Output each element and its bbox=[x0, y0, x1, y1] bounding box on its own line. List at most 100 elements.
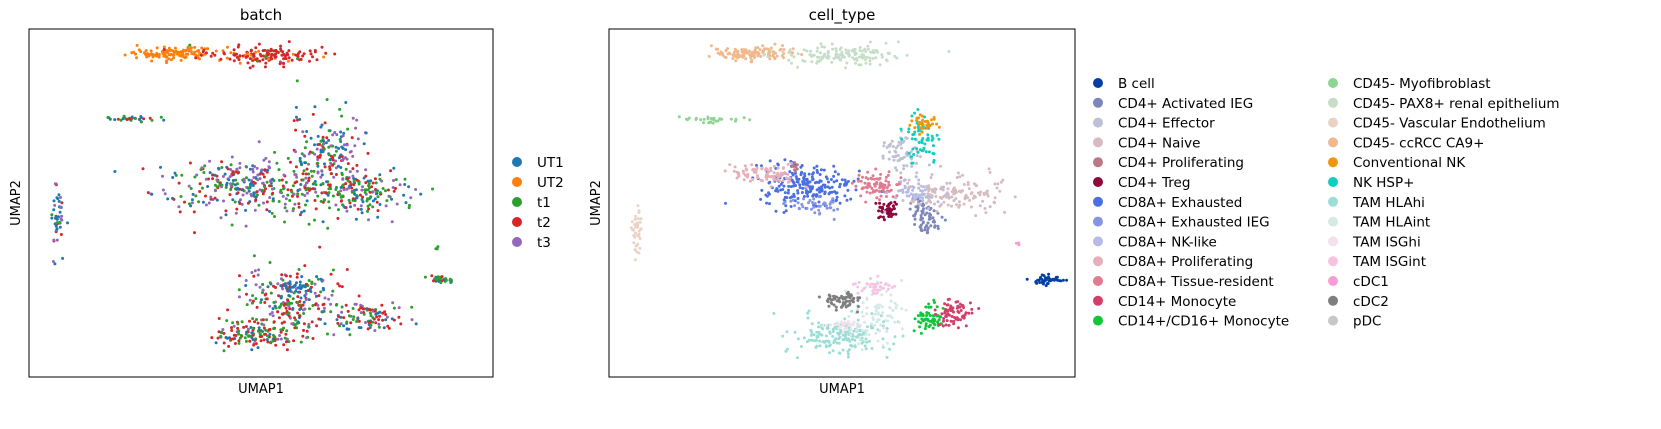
scatter-point bbox=[926, 231, 930, 235]
scatter-point bbox=[870, 347, 874, 350]
scatter-point bbox=[180, 173, 184, 177]
scatter-point bbox=[767, 49, 771, 52]
legend-marker bbox=[1328, 295, 1338, 306]
scatter-point bbox=[835, 179, 839, 183]
scatter-point bbox=[322, 139, 325, 143]
scatter-point bbox=[940, 215, 944, 219]
scatter-point bbox=[319, 148, 323, 152]
scatter-point bbox=[142, 51, 146, 55]
scatter-point bbox=[221, 175, 225, 178]
scatter-point bbox=[348, 201, 352, 205]
scatter-point bbox=[993, 196, 997, 200]
scatter-point bbox=[762, 53, 766, 57]
scatter-point bbox=[812, 339, 816, 343]
scatter-point bbox=[294, 287, 298, 291]
scatter-point bbox=[285, 309, 289, 313]
scatter-point bbox=[924, 185, 928, 189]
scatter-point bbox=[781, 50, 785, 54]
scatter-point bbox=[815, 334, 819, 338]
scatter-point bbox=[385, 315, 389, 319]
scatter-point bbox=[957, 200, 961, 204]
scatter-point bbox=[316, 170, 320, 174]
scatter-point bbox=[230, 326, 233, 330]
scatter-point bbox=[263, 168, 267, 172]
scatter-point bbox=[925, 224, 928, 228]
scatter-point bbox=[868, 56, 872, 60]
scatter-point bbox=[873, 323, 877, 327]
scatter-point bbox=[247, 178, 251, 182]
scatter-point bbox=[827, 304, 831, 308]
scatter-point bbox=[837, 351, 841, 355]
scatter-point bbox=[888, 314, 892, 318]
scatter-point bbox=[852, 323, 856, 327]
scatter-point bbox=[910, 157, 913, 161]
scatter-point bbox=[767, 174, 770, 178]
scatter-point bbox=[317, 317, 321, 321]
scatter-point bbox=[276, 282, 280, 286]
scatter-point bbox=[874, 167, 878, 171]
scatter-point bbox=[856, 342, 860, 346]
scatter-point bbox=[273, 304, 277, 308]
scatter-point bbox=[230, 155, 234, 159]
scatter-point bbox=[298, 156, 302, 160]
scatter-point bbox=[893, 301, 897, 305]
scatter-point bbox=[1034, 280, 1038, 284]
scatter-point bbox=[952, 192, 956, 196]
scatter-point bbox=[407, 185, 411, 189]
scatter-point bbox=[382, 326, 386, 330]
scatter-point bbox=[304, 292, 308, 296]
scatter-point bbox=[815, 338, 818, 342]
scatter-point bbox=[837, 57, 841, 61]
scatter-point bbox=[362, 307, 366, 311]
scatter-point bbox=[220, 185, 223, 189]
scatter-point bbox=[287, 314, 291, 318]
scatter-point bbox=[215, 185, 219, 189]
scatter-point bbox=[248, 57, 252, 61]
legend-item: CD8A+ Proliferating bbox=[1093, 254, 1253, 270]
scatter-point bbox=[341, 146, 345, 150]
scatter-point bbox=[852, 320, 856, 324]
scatter-point bbox=[869, 322, 873, 326]
scatter-point bbox=[915, 171, 919, 175]
scatter-point bbox=[267, 165, 271, 169]
scatter-point bbox=[322, 309, 326, 313]
scatter-point bbox=[291, 307, 295, 311]
scatter-point bbox=[238, 295, 241, 299]
scatter-point bbox=[239, 198, 242, 202]
scatter-point bbox=[313, 291, 317, 295]
scatter-point bbox=[194, 54, 198, 58]
scatter-point bbox=[290, 322, 294, 326]
scatter-point bbox=[864, 61, 868, 65]
scatter-point bbox=[251, 328, 255, 332]
scatter-point bbox=[334, 166, 338, 170]
scatter-point bbox=[308, 307, 311, 311]
scatter-point bbox=[923, 188, 927, 192]
scatter-point bbox=[935, 133, 939, 137]
scatter-point bbox=[927, 325, 931, 329]
scatter-point bbox=[284, 197, 288, 201]
scatter-point bbox=[832, 322, 836, 326]
scatter-point bbox=[946, 303, 950, 307]
scatter-point bbox=[856, 298, 860, 302]
scatter-point bbox=[208, 171, 212, 175]
legend-item: CD8A+ Exhausted IEG bbox=[1093, 215, 1270, 231]
scatter-point bbox=[403, 183, 407, 186]
scatter-point bbox=[199, 53, 203, 57]
scatter-point bbox=[776, 166, 780, 170]
scatter-point bbox=[875, 320, 879, 324]
scatter-point bbox=[369, 314, 373, 318]
scatter-point bbox=[891, 145, 895, 148]
scatter-point bbox=[162, 45, 166, 49]
scatter-point bbox=[837, 332, 841, 336]
scatter-point bbox=[930, 134, 934, 138]
scatter-point bbox=[279, 330, 283, 334]
scatter-point bbox=[276, 310, 280, 314]
scatter-point bbox=[853, 47, 857, 51]
scatter-point bbox=[189, 187, 193, 190]
scatter-point bbox=[874, 201, 878, 205]
scatter-point bbox=[310, 174, 314, 178]
scatter-point bbox=[886, 319, 890, 323]
legend-item: Conventional NK bbox=[1328, 155, 1466, 171]
scatter-point bbox=[639, 217, 643, 221]
scatter-point bbox=[366, 151, 370, 155]
